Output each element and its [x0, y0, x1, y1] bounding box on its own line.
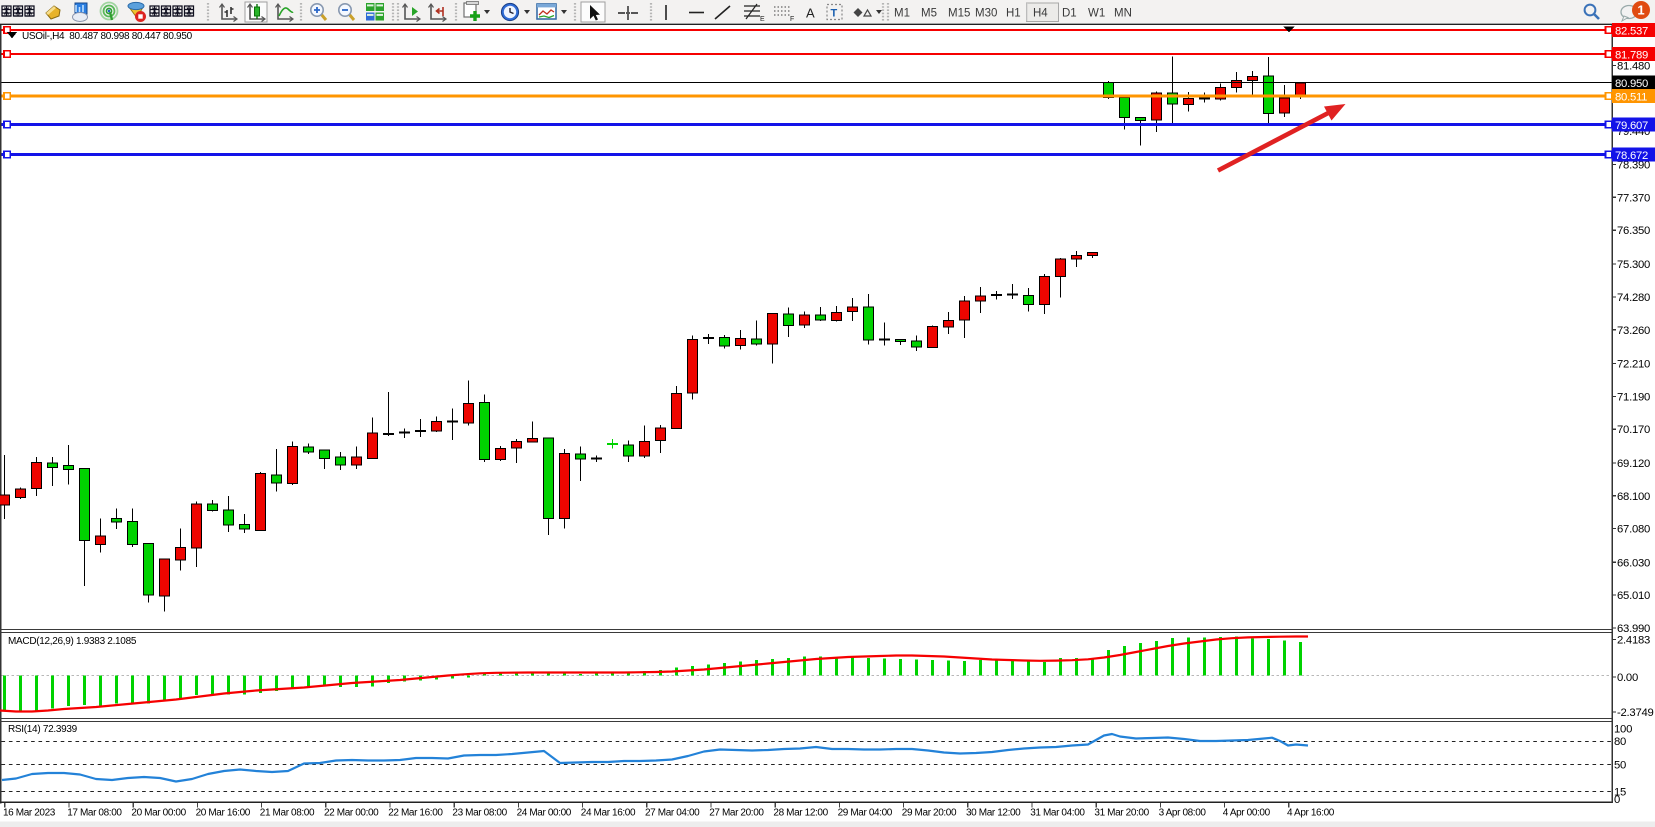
svg-text:27 Mar 04:00: 27 Mar 04:00 — [645, 808, 700, 819]
svg-text:16 Mar 2023: 16 Mar 2023 — [3, 808, 56, 819]
svg-text:3 Apr 08:00: 3 Apr 08:00 — [1159, 808, 1207, 819]
svg-text:81.789: 81.789 — [1615, 50, 1648, 62]
svg-text:M15: M15 — [948, 8, 970, 20]
svg-text:M30: M30 — [975, 8, 997, 20]
svg-text:71.190: 71.190 — [1617, 391, 1650, 403]
svg-text:22 Mar 00:00: 22 Mar 00:00 — [324, 808, 379, 819]
svg-text:17 Mar 08:00: 17 Mar 08:00 — [67, 808, 122, 819]
svg-text:78.672: 78.672 — [1615, 150, 1648, 162]
svg-text:23 Mar 08:00: 23 Mar 08:00 — [452, 808, 507, 819]
svg-text:67.080: 67.080 — [1617, 524, 1650, 536]
svg-text:22 Mar 16:00: 22 Mar 16:00 — [388, 808, 443, 819]
svg-text:M5: M5 — [921, 8, 937, 20]
svg-text:0: 0 — [1614, 794, 1620, 806]
svg-text:31 Mar 04:00: 31 Mar 04:00 — [1030, 808, 1085, 819]
svg-text:29 Mar 20:00: 29 Mar 20:00 — [902, 808, 957, 819]
svg-text:2.4183: 2.4183 — [1617, 635, 1650, 647]
svg-text:31 Mar 20:00: 31 Mar 20:00 — [1094, 808, 1149, 819]
svg-text:-2.3749: -2.3749 — [1617, 707, 1654, 719]
svg-text:H4: H4 — [1033, 8, 1048, 20]
svg-text:USOil-,H4 80.487 80.998 80.44: USOil-,H4 80.487 80.998 80.447 80.950 — [22, 31, 193, 42]
svg-text:4 Apr 00:00: 4 Apr 00:00 — [1223, 808, 1271, 819]
svg-text:63.990: 63.990 — [1617, 623, 1650, 635]
svg-text:W1: W1 — [1088, 8, 1105, 20]
svg-text:75.300: 75.300 — [1617, 259, 1650, 271]
svg-text:73.260: 73.260 — [1617, 325, 1650, 337]
svg-text:H1: H1 — [1006, 8, 1021, 20]
svg-text:24 Mar 16:00: 24 Mar 16:00 — [581, 808, 636, 819]
svg-text:76.350: 76.350 — [1617, 225, 1650, 237]
svg-text:MN: MN — [1114, 8, 1132, 20]
svg-text:20 Mar 00:00: 20 Mar 00:00 — [131, 808, 186, 819]
svg-text:21 Mar 08:00: 21 Mar 08:00 — [260, 808, 315, 819]
svg-text:A: A — [806, 6, 815, 21]
svg-text:24 Mar 00:00: 24 Mar 00:00 — [517, 808, 572, 819]
svg-text:RSI(14) 72.3939: RSI(14) 72.3939 — [8, 724, 78, 735]
svg-text:30 Mar 12:00: 30 Mar 12:00 — [966, 808, 1021, 819]
svg-text:MACD(12,26,9) 1.9383 2.1085: MACD(12,26,9) 1.9383 2.1085 — [8, 636, 137, 647]
svg-text:T: T — [831, 8, 838, 20]
svg-text:100: 100 — [1614, 724, 1632, 736]
svg-text:69.120: 69.120 — [1617, 458, 1650, 470]
svg-text:65.010: 65.010 — [1617, 590, 1650, 602]
svg-text:81.480: 81.480 — [1617, 61, 1650, 73]
svg-text:72.210: 72.210 — [1617, 359, 1650, 371]
svg-text:4 Apr 16:00: 4 Apr 16:00 — [1287, 808, 1335, 819]
svg-text:66.030: 66.030 — [1617, 557, 1650, 569]
svg-text:28 Mar 12:00: 28 Mar 12:00 — [773, 808, 828, 819]
svg-text:50: 50 — [1614, 760, 1626, 772]
svg-text:D1: D1 — [1062, 8, 1077, 20]
svg-text:77.370: 77.370 — [1617, 192, 1650, 204]
svg-text:70.170: 70.170 — [1617, 424, 1650, 436]
svg-text:80: 80 — [1614, 736, 1626, 748]
svg-text:80.511: 80.511 — [1615, 92, 1647, 104]
svg-text:78.390: 78.390 — [1617, 159, 1650, 171]
svg-text:1: 1 — [1637, 3, 1644, 18]
svg-text:F: F — [790, 16, 794, 23]
svg-text:M1: M1 — [894, 8, 910, 20]
svg-text:0.00: 0.00 — [1617, 672, 1638, 684]
svg-text:82.537: 82.537 — [1615, 26, 1648, 38]
svg-text:74.280: 74.280 — [1617, 292, 1650, 304]
svg-text:29 Mar 04:00: 29 Mar 04:00 — [838, 808, 893, 819]
svg-text:20 Mar 16:00: 20 Mar 16:00 — [196, 808, 251, 819]
svg-text:79.607: 79.607 — [1615, 120, 1648, 132]
svg-text:E: E — [760, 16, 765, 23]
svg-text:80.950: 80.950 — [1615, 78, 1648, 90]
svg-text:68.100: 68.100 — [1617, 491, 1650, 503]
svg-text:15: 15 — [1614, 787, 1626, 799]
svg-text:27 Mar 20:00: 27 Mar 20:00 — [709, 808, 764, 819]
